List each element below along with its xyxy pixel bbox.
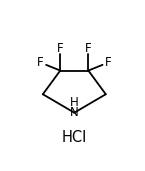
Text: F: F [57, 42, 64, 55]
Text: H: H [70, 96, 79, 109]
Text: F: F [37, 56, 44, 69]
Text: F: F [85, 42, 92, 55]
Text: F: F [105, 56, 111, 69]
Text: N: N [70, 106, 79, 119]
Text: HCl: HCl [62, 130, 87, 144]
